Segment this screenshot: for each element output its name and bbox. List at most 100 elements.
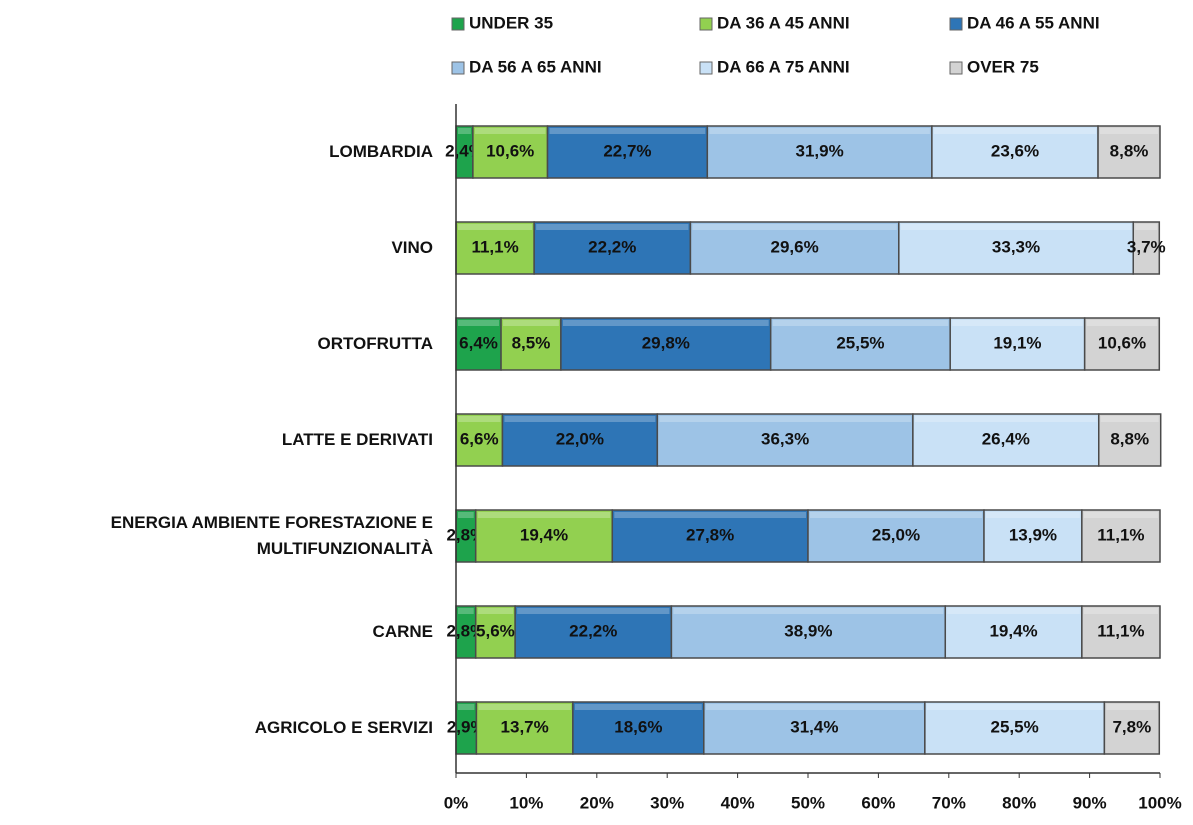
data-label: 31,9%: [796, 141, 844, 160]
bar-highlight: [692, 224, 897, 230]
data-label: 7,8%: [1112, 717, 1151, 736]
bar-highlight: [1135, 224, 1158, 230]
data-label: 26,4%: [982, 429, 1030, 448]
data-label: 25,5%: [991, 717, 1039, 736]
bar-highlight: [478, 704, 571, 710]
bar-segment: [1098, 413, 1162, 467]
data-label: 6,4%: [459, 333, 498, 352]
bar-highlight: [503, 320, 559, 326]
legend-swatch: [699, 17, 713, 31]
bar-highlight: [1100, 128, 1158, 134]
x-tick-label: 60%: [861, 793, 895, 812]
bar-highlight: [772, 320, 949, 326]
bar-highlight: [458, 704, 475, 710]
bar-highlight: [458, 512, 474, 518]
bar-highlight: [952, 320, 1083, 326]
data-label: 29,8%: [642, 333, 690, 352]
x-tick-label: 0%: [444, 793, 469, 812]
bar-segment: [670, 605, 947, 659]
legend-swatch: [949, 17, 963, 31]
data-label: 31,4%: [790, 717, 838, 736]
data-label: 38,9%: [784, 621, 832, 640]
bar-highlight: [458, 416, 501, 422]
legend-label: DA 56 A 65 ANNI: [469, 57, 602, 76]
bar-segment: [533, 221, 692, 275]
bar-segment: [689, 221, 900, 275]
x-tick-label: 80%: [1002, 793, 1036, 812]
bar-segment: [1083, 317, 1161, 371]
legend-label: UNDER 35: [469, 13, 553, 32]
bar-highlight: [1083, 608, 1158, 614]
bar-highlight: [536, 224, 689, 230]
bar-segment: [769, 317, 951, 371]
bar-highlight: [574, 704, 702, 710]
bar-highlight: [504, 416, 656, 422]
bar-highlight: [914, 416, 1097, 422]
y-tick-label: ORTOFRUTTA: [317, 334, 433, 353]
y-tick-label: CARNE: [372, 622, 433, 641]
bar-highlight: [1083, 512, 1158, 518]
x-tick-label: 100%: [1138, 793, 1181, 812]
data-label: 22,2%: [588, 237, 636, 256]
data-label: 13,7%: [501, 717, 549, 736]
x-tick-label: 50%: [791, 793, 825, 812]
bar-highlight: [474, 128, 546, 134]
bar-segment: [898, 221, 1134, 275]
data-label: 27,8%: [686, 525, 734, 544]
bar-segment: [924, 701, 1106, 755]
bar-segment: [455, 221, 535, 275]
data-label: 19,1%: [993, 333, 1041, 352]
data-label: 3,7%: [1127, 237, 1166, 256]
y-tick-label: ENERGIA AMBIENTE FORESTAZIONE E MULTIFUN…: [110, 513, 433, 558]
data-label: 19,4%: [520, 525, 568, 544]
bar-highlight: [549, 128, 706, 134]
y-tick-label: VINO: [391, 238, 433, 257]
bar-segment: [1132, 221, 1161, 275]
legend-label: OVER 75: [967, 57, 1039, 76]
x-tick-label: 10%: [509, 793, 543, 812]
bar-highlight: [705, 704, 923, 710]
bar-highlight: [458, 128, 471, 134]
data-label: 19,4%: [989, 621, 1037, 640]
data-label: 36,3%: [761, 429, 809, 448]
y-tick-label: AGRICOLO E SERVIZI: [254, 718, 433, 737]
y-tick-label: LATTE E DERIVATI: [281, 430, 433, 449]
legend-swatch: [451, 61, 465, 75]
data-label: 18,6%: [614, 717, 662, 736]
data-label: 11,1%: [1097, 525, 1144, 544]
bar-highlight: [947, 608, 1080, 614]
bar-segment: [931, 125, 1099, 179]
x-tick-label: 30%: [650, 793, 684, 812]
bar-highlight: [659, 416, 911, 422]
bar-highlight: [477, 512, 611, 518]
data-label: 22,7%: [603, 141, 651, 160]
bar-highlight: [1106, 704, 1158, 710]
bar-segment: [983, 509, 1083, 563]
data-label: 29,6%: [771, 237, 819, 256]
bar-segment: [1097, 125, 1161, 179]
bar-segment: [572, 701, 705, 755]
bar-segment: [912, 413, 1100, 467]
data-label: 10,6%: [486, 141, 534, 160]
bar-highlight: [1086, 320, 1158, 326]
data-label: 25,5%: [836, 333, 884, 352]
data-label: 33,3%: [992, 237, 1040, 256]
bar-segment: [474, 605, 516, 659]
x-tick-label: 20%: [580, 793, 614, 812]
x-tick-label: 70%: [932, 793, 966, 812]
bar-highlight: [986, 512, 1080, 518]
bar-segment: [514, 605, 673, 659]
bar-highlight: [1100, 416, 1159, 422]
bar-segment: [944, 605, 1083, 659]
legend-label: DA 36 A 45 ANNI: [717, 13, 850, 32]
bar-segment: [455, 317, 502, 371]
bar-segment: [474, 509, 614, 563]
legend-swatch: [451, 17, 465, 31]
bar-segment: [706, 125, 933, 179]
bar-segment: [1081, 509, 1161, 563]
bar-segment: [472, 125, 549, 179]
data-label: 8,8%: [1110, 141, 1149, 160]
legend-swatch: [699, 61, 713, 75]
data-label: 25,0%: [872, 525, 920, 544]
